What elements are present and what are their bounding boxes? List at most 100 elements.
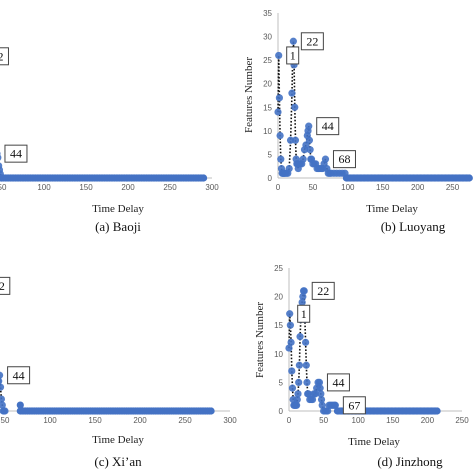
data-point <box>317 395 326 404</box>
annotation-label: 44 <box>10 147 22 161</box>
annotation-box <box>332 150 356 169</box>
annotation-label: 1 <box>301 307 307 321</box>
data-point <box>304 390 312 398</box>
x-tick-label: 100 <box>341 183 355 192</box>
data-point <box>291 136 300 144</box>
x-tick-label: 250 <box>446 183 460 192</box>
data-point <box>293 401 301 409</box>
data-point <box>305 122 313 130</box>
data-point <box>324 407 332 415</box>
x-axis-title: Time Delay <box>348 436 400 448</box>
x-axis-title: Time Delay <box>366 203 418 215</box>
x-tick-label: 0 <box>276 183 281 192</box>
data-point <box>305 136 314 144</box>
data-point <box>331 401 339 409</box>
data-point <box>311 390 319 398</box>
y-tick-label: 5 <box>279 378 284 387</box>
x-tick-label: 150 <box>386 416 400 425</box>
data-point <box>296 333 304 341</box>
data-point <box>306 146 314 154</box>
x-tick-label: 50 <box>308 183 317 192</box>
annotation-box <box>311 281 335 300</box>
data-point <box>293 395 301 404</box>
data-point <box>285 164 293 173</box>
data-point <box>302 361 310 369</box>
x-tick-label: 250 <box>163 183 177 192</box>
data-point <box>303 378 311 386</box>
data-point <box>294 390 302 398</box>
data-point <box>0 401 6 409</box>
annotation-box <box>326 373 350 392</box>
y-tick-label: 0 <box>279 407 284 416</box>
panel-caption: (b) Luoyang <box>381 219 446 234</box>
annotation-box <box>316 117 340 136</box>
annotation-box <box>4 144 28 163</box>
x-axis-title: Time Delay <box>92 434 144 446</box>
data-point <box>0 154 2 161</box>
data-point <box>298 298 306 306</box>
data-point <box>288 367 296 375</box>
data-point <box>302 338 310 346</box>
annotation-label: 1 <box>290 48 296 62</box>
panel-caption: (c) Xi’an <box>94 454 142 469</box>
annotation-label: 22 <box>306 34 318 48</box>
x-tick-label: 150 <box>79 183 93 192</box>
data-point <box>286 321 294 329</box>
panel-caption: (d) Jinzhong <box>377 454 443 469</box>
data-point <box>16 401 24 409</box>
annotation-label: 22 <box>0 279 5 293</box>
data-point <box>295 361 303 369</box>
x-tick-label: 100 <box>352 416 366 425</box>
y-axis-title: Features Number <box>243 57 255 133</box>
y-tick-label: 30 <box>263 33 272 42</box>
data-point <box>0 151 1 156</box>
data-point <box>275 94 283 102</box>
data-point <box>318 401 326 409</box>
data-point <box>285 344 293 352</box>
data-point <box>317 390 325 398</box>
x-tick-label: 200 <box>411 183 425 192</box>
annotation-label: 44 <box>13 368 25 382</box>
data-point <box>287 338 295 346</box>
x-tick-label: 150 <box>88 416 102 425</box>
x-tick-label: 100 <box>43 416 57 425</box>
x-tick-label: 200 <box>421 416 435 425</box>
data-point <box>299 293 307 301</box>
annotation-box <box>7 366 31 385</box>
data-point <box>288 89 296 97</box>
data-point <box>295 378 303 386</box>
y-tick-label: 20 <box>274 293 283 302</box>
y-tick-label: 25 <box>263 56 272 65</box>
data-point <box>308 395 317 404</box>
data-point <box>276 131 284 140</box>
data-point <box>465 174 473 182</box>
annotation-box <box>342 396 366 415</box>
y-tick-label: 15 <box>263 103 272 112</box>
chart-panel-4: 0 50 100 150 200 250 0 5 10 15 20 25 Time Delay Featu… <box>254 264 469 469</box>
data-point <box>0 383 5 391</box>
data-point <box>0 395 5 403</box>
panel-caption: (a) Baoji <box>95 219 141 234</box>
y-tick-label: 35 <box>263 9 272 18</box>
data-point <box>1 407 9 415</box>
annotation-label: 67 <box>348 398 360 412</box>
annotation-box <box>286 46 300 65</box>
annotation-box <box>300 32 324 51</box>
x-tick-label: 0 <box>287 416 292 425</box>
data-point <box>299 155 307 163</box>
y-tick-label: 25 <box>274 264 283 273</box>
x-tick-label: 50 <box>1 416 10 425</box>
x-tick-label: 200 <box>133 416 147 425</box>
data-point <box>274 108 282 116</box>
series-line <box>0 375 5 412</box>
data-point <box>291 103 299 111</box>
annotation-label: 44 <box>322 119 334 133</box>
data-point <box>433 407 441 415</box>
x-tick-label: 250 <box>455 416 469 425</box>
annotation-box <box>0 47 9 66</box>
y-tick-label: 10 <box>274 350 283 359</box>
data-point <box>321 155 330 163</box>
data-point <box>207 407 215 415</box>
